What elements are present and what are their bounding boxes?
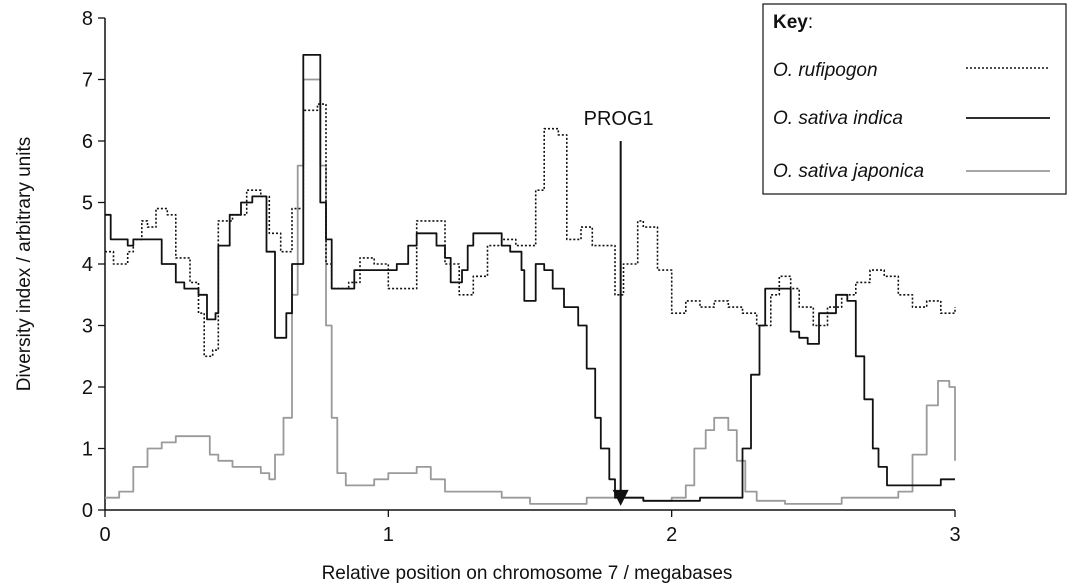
legend-title-colon: :	[808, 12, 813, 33]
legend: Key: O. rufipogon O. sativa indica O. sa…	[762, 3, 1067, 195]
y-tick-label: 5	[82, 193, 93, 215]
legend-label-japonica: O. sativa japonica	[773, 161, 924, 182]
x-tick-label: 1	[383, 524, 394, 546]
axes: 0 1 2 3 4 5 6 7 8 0 1 2 3	[82, 8, 961, 546]
series-line-japonica	[105, 78, 956, 505]
legend-label-indica: O. sativa indica	[773, 108, 903, 129]
x-axis-title: Relative position on chromosome 7 / mega…	[322, 563, 733, 584]
y-tick-label: 2	[82, 377, 93, 399]
y-axis-title: Diversity index / arbitrary units	[14, 137, 35, 391]
y-tick-label: 3	[82, 316, 93, 338]
legend-label-rufipogon: O. rufipogon	[773, 60, 878, 81]
series-line-indica	[105, 54, 955, 502]
y-tick-label: 0	[82, 500, 93, 522]
prog1-label: PROG1	[584, 108, 654, 130]
y-tick-label: 7	[82, 70, 93, 92]
series-layer	[105, 54, 956, 505]
legend-title-text: Key	[773, 12, 808, 33]
legend-box	[762, 3, 1067, 195]
x-tick-label: 0	[99, 524, 110, 546]
prog1-arrow-head	[612, 489, 629, 506]
x-tick-label: 2	[666, 524, 677, 546]
x-tick-label: 3	[949, 524, 960, 546]
legend-title: Key:	[773, 12, 813, 33]
series-line-rufipogon	[105, 103, 956, 358]
y-tick-label: 4	[82, 254, 93, 276]
annotation-layer: PROG1	[584, 108, 654, 506]
y-tick-label: 6	[82, 131, 93, 153]
y-tick-label: 8	[82, 8, 93, 30]
y-tick-label: 1	[82, 439, 93, 461]
